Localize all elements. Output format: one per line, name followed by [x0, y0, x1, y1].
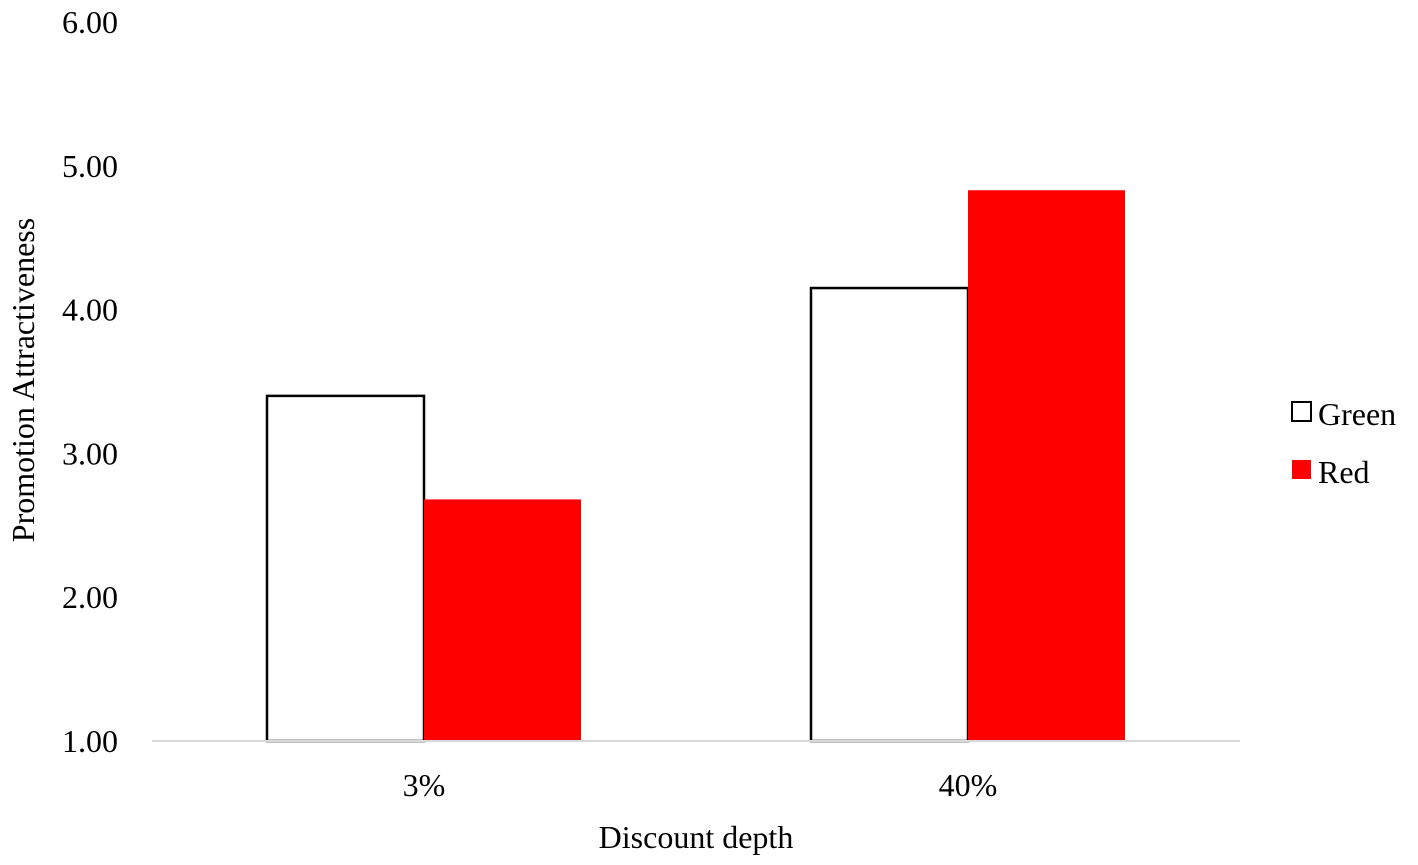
y-tick-label: 4.00 [62, 292, 118, 328]
x-axis-title: Discount depth [599, 819, 794, 855]
bar-red-2 [968, 190, 1125, 742]
bars [265, 190, 1125, 743]
legend-swatch-red [1292, 460, 1311, 479]
y-tick-label: 5.00 [62, 148, 118, 184]
bar-green-2 [809, 286, 970, 743]
legend-label-green: Green [1318, 396, 1396, 432]
y-tick-label: 1.00 [62, 723, 118, 759]
y-tick-label: 3.00 [62, 435, 118, 471]
x-tick-label: 3% [403, 767, 446, 803]
bar-red-1 [424, 499, 581, 741]
x-tick-label: 40% [939, 767, 998, 803]
y-tick-label: 2.00 [62, 579, 118, 615]
x-axis-ticks: 3% 40% [403, 767, 998, 803]
bar-green-1 [265, 394, 426, 743]
legend: Green Red [1291, 396, 1396, 490]
legend-swatch-green [1291, 401, 1312, 422]
y-tick-label: 6.00 [62, 4, 118, 40]
y-axis-title: Promotion Attractiveness [5, 218, 41, 542]
y-axis-ticks: 1.00 2.00 3.00 4.00 5.00 6.00 [62, 4, 118, 759]
legend-label-red: Red [1318, 454, 1370, 490]
